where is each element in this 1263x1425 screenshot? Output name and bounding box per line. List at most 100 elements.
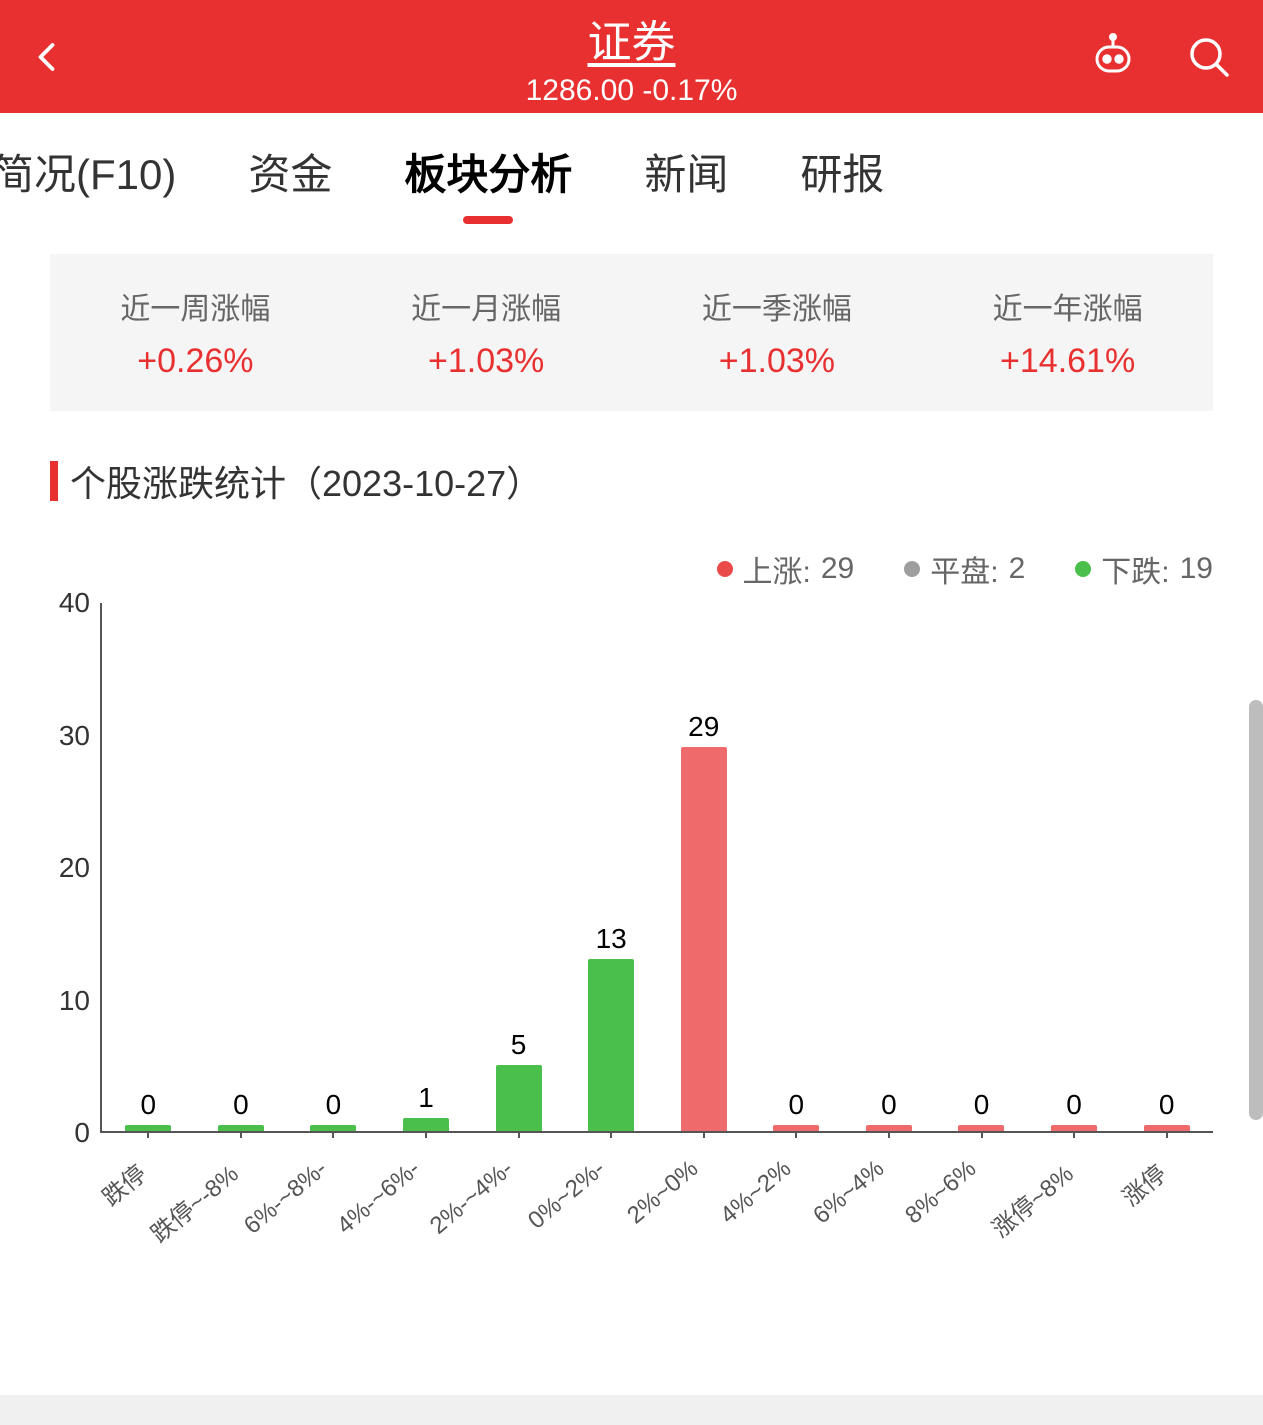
period-card-0: 近一周涨幅 +0.26% <box>50 284 341 381</box>
xlabel: -8%~-6% <box>315 1155 333 1176</box>
bar-slot: 1 <box>380 603 473 1131</box>
xtick-mark <box>795 1131 797 1138</box>
xtick-mark <box>332 1131 334 1138</box>
tab-1[interactable]: 资金 <box>248 141 332 224</box>
chart: 010203040 00015132900000 跌停跌停~-8%-8%~-6%… <box>30 603 1233 1283</box>
tab-0[interactable]: 简况(F10) <box>0 141 176 224</box>
bottom-separator <box>0 1395 1263 1425</box>
bar-slot: 0 <box>1028 603 1121 1131</box>
chart-yaxis: 010203040 <box>30 603 100 1133</box>
bar-slot: 0 <box>750 603 843 1131</box>
ytick: 30 <box>59 720 90 752</box>
bar-slot: 0 <box>843 603 936 1131</box>
legend-down: 下跌: 19 <box>1075 547 1213 591</box>
legend-up-dot <box>717 561 733 577</box>
xtick-mark <box>147 1131 149 1138</box>
header-bar: 证券 1286.00 -0.17% <box>0 0 1263 113</box>
bar-value-label: 0 <box>326 1089 342 1121</box>
bar-slot: 5 <box>472 603 565 1131</box>
bar-value-label: 13 <box>596 923 627 955</box>
header-change: -0.17% <box>642 74 737 107</box>
bar-slot: 0 <box>935 603 1028 1131</box>
bar-value-label: 5 <box>511 1029 527 1061</box>
period-card-1: 近一月涨幅 +1.03% <box>341 284 632 381</box>
legend-up-label: 上涨: <box>743 547 811 591</box>
bar-value-label: 0 <box>233 1089 249 1121</box>
bar-value-label: 0 <box>140 1089 156 1121</box>
tab-3[interactable]: 新闻 <box>644 141 728 224</box>
period-cards: 近一周涨幅+0.26%近一月涨幅+1.03%近一季涨幅+1.03%近一年涨幅+1… <box>50 254 1213 411</box>
period-value: +1.03% <box>632 342 923 381</box>
back-icon[interactable] <box>30 39 66 75</box>
xtick-mark <box>610 1131 612 1138</box>
tab-4[interactable]: 研报 <box>800 141 884 224</box>
section-accent-bar <box>50 461 58 501</box>
period-value: +0.26% <box>50 342 341 381</box>
xlabel: 8%~涨停 <box>1057 1155 1079 1182</box>
period-value: +1.03% <box>341 342 632 381</box>
page-scrollbar[interactable] <box>1249 700 1263 1120</box>
bar-slot: 0 <box>102 603 195 1131</box>
bar <box>403 1118 449 1131</box>
period-label: 近一月涨幅 <box>341 284 632 328</box>
legend-flat-dot <box>904 561 920 577</box>
bar <box>588 959 634 1131</box>
tab-2[interactable]: 板块分析 <box>404 141 572 224</box>
bar-slot: 0 <box>287 603 380 1131</box>
bar-value-label: 1 <box>418 1082 434 1114</box>
bar-value-label: 0 <box>974 1089 990 1121</box>
legend-up: 上涨: 29 <box>717 547 855 591</box>
period-label: 近一季涨幅 <box>632 284 923 328</box>
legend-up-value: 29 <box>821 552 854 586</box>
legend-flat-label: 平盘: <box>930 547 998 591</box>
ytick: 20 <box>59 852 90 884</box>
bar-slot: 0 <box>1120 603 1213 1131</box>
bar-slot: 13 <box>565 603 658 1131</box>
xtick-mark <box>1073 1131 1075 1138</box>
scrollbar-thumb[interactable] <box>1249 700 1263 1120</box>
bar <box>681 747 727 1131</box>
period-value: +14.61% <box>922 342 1213 381</box>
legend-down-value: 19 <box>1180 552 1213 586</box>
xtick-mark <box>518 1131 520 1138</box>
bar-value-label: 29 <box>688 711 719 743</box>
xlabel: -4%~-2% <box>501 1155 519 1176</box>
xtick-mark <box>240 1131 242 1138</box>
period-label: 近一周涨幅 <box>50 284 341 328</box>
section-title-row: 个股涨跌统计（2023-10-27） <box>50 455 1213 507</box>
legend-flat: 平盘: 2 <box>904 547 1025 591</box>
robot-icon[interactable] <box>1089 33 1137 81</box>
search-icon[interactable] <box>1185 33 1233 81</box>
bar-value-label: 0 <box>789 1089 805 1121</box>
xtick-mark <box>981 1131 983 1138</box>
ytick: 0 <box>74 1117 90 1149</box>
tabs-row: 简况(F10) 资金板块分析新闻研报 <box>0 113 1263 224</box>
header-title[interactable]: 证券 <box>526 6 738 70</box>
header-price-change: 1286.00 -0.17% <box>526 74 738 108</box>
chart-bars: 00015132900000 <box>102 603 1213 1131</box>
xlabel: 跌停 <box>130 1155 152 1182</box>
xtick-mark <box>703 1131 705 1138</box>
ytick: 40 <box>59 587 90 619</box>
xlabel: 6%~8% <box>964 1155 982 1176</box>
period-card-3: 近一年涨幅+14.61% <box>922 284 1213 381</box>
xlabel: -2%~0% <box>593 1155 611 1176</box>
bar-slot: 29 <box>657 603 750 1131</box>
section-title: 个股涨跌统计（2023-10-27） <box>70 455 542 507</box>
xtick-mark <box>1166 1131 1168 1138</box>
ytick: 10 <box>59 985 90 1017</box>
chart-legend: 上涨: 29 平盘: 2 下跌: 19 <box>50 547 1213 591</box>
xlabel: 跌停~-8% <box>222 1155 244 1182</box>
xtick-mark <box>888 1131 890 1138</box>
xlabel: 涨停 <box>1150 1155 1172 1182</box>
xlabel: 2%~4% <box>779 1155 797 1176</box>
xtick-mark <box>425 1131 427 1138</box>
chart-plot-area: 00015132900000 <box>100 603 1213 1133</box>
header-center: 证券 1286.00 -0.17% <box>526 6 738 108</box>
header-price: 1286.00 <box>526 74 634 107</box>
xlabel: 4%~6% <box>872 1155 890 1176</box>
legend-flat-value: 2 <box>1009 552 1026 586</box>
legend-down-label: 下跌: <box>1101 547 1169 591</box>
bar <box>496 1065 542 1131</box>
xlabel: -6%~-4% <box>408 1155 426 1176</box>
